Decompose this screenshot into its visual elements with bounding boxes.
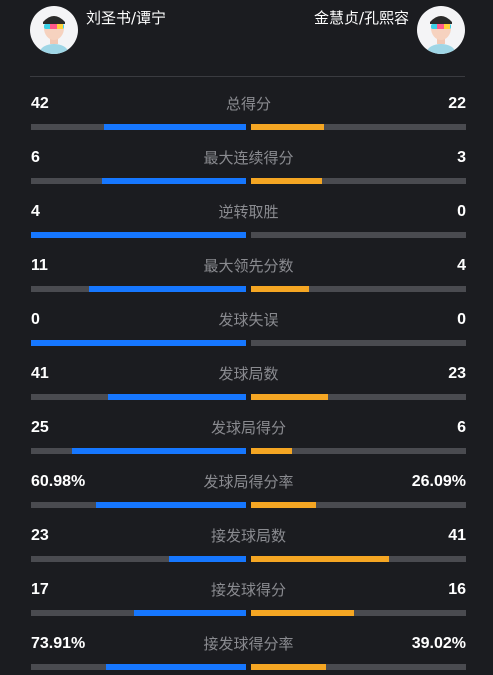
left-bar-fill bbox=[31, 340, 246, 346]
left-player[interactable]: 刘圣书/谭宁 bbox=[30, 6, 166, 54]
right-value: 4 bbox=[457, 257, 466, 274]
right-bar-track bbox=[251, 286, 466, 292]
left-value: 73.91% bbox=[31, 635, 86, 652]
left-player-name: 刘圣书/谭宁 bbox=[86, 9, 167, 27]
right-bar-track bbox=[251, 610, 466, 616]
right-bar-fill bbox=[251, 664, 327, 670]
stat-label: 发球局得分 bbox=[210, 419, 286, 437]
player-avatar-icon bbox=[30, 6, 78, 54]
right-bar-track bbox=[251, 502, 466, 508]
right-bar-fill bbox=[251, 610, 355, 616]
left-value: 25 bbox=[31, 419, 49, 436]
left-value: 11 bbox=[31, 257, 48, 274]
left-bar-track bbox=[31, 178, 246, 184]
right-bar-fill bbox=[251, 124, 325, 130]
right-bar-track bbox=[251, 340, 466, 346]
right-bar-track bbox=[251, 664, 466, 670]
right-value: 41 bbox=[448, 527, 466, 544]
left-value: 17 bbox=[31, 581, 49, 598]
left-value: 4 bbox=[31, 203, 40, 220]
left-bar-track bbox=[31, 664, 246, 670]
stat-label: 总得分 bbox=[225, 95, 271, 113]
stat-label: 最大领先分数 bbox=[203, 257, 294, 275]
stat-row: 60.98% 发球局得分率 26.09% bbox=[31, 466, 466, 520]
players-header: 刘圣书/谭宁 金慧贞/孔熙容 bbox=[30, 0, 465, 77]
right-value: 22 bbox=[448, 95, 466, 112]
left-value: 60.98% bbox=[31, 473, 86, 490]
left-value: 6 bbox=[31, 149, 40, 166]
right-value: 26.09% bbox=[411, 473, 466, 490]
stat-row: 23 接发球局数 41 bbox=[31, 520, 466, 574]
left-bar-fill bbox=[71, 448, 246, 454]
left-bar-track bbox=[31, 340, 246, 346]
stat-label: 发球局得分率 bbox=[203, 473, 294, 491]
right-bar-fill bbox=[251, 556, 389, 562]
stat-row: 42 总得分 22 bbox=[31, 88, 466, 142]
right-bar-fill bbox=[251, 286, 310, 292]
right-bar-fill bbox=[251, 394, 329, 400]
left-bar-track bbox=[31, 232, 246, 238]
right-bar-fill bbox=[251, 502, 316, 508]
right-value: 23 bbox=[448, 365, 466, 382]
stat-row: 11 最大领先分数 4 bbox=[31, 250, 466, 304]
right-value: 3 bbox=[457, 149, 466, 166]
left-bar-fill bbox=[106, 664, 246, 670]
right-value: 39.02% bbox=[411, 635, 466, 652]
stat-label: 接发球得分率 bbox=[203, 635, 294, 653]
stat-row: 73.91% 接发球得分率 39.02% bbox=[31, 628, 466, 675]
left-bar-fill bbox=[31, 232, 246, 238]
stats-list: 42 总得分 22 6 最大连续得分 3 4 bbox=[31, 88, 466, 675]
right-bar-track bbox=[251, 232, 466, 238]
stat-row: 4 逆转取胜 0 bbox=[31, 196, 466, 250]
stat-label: 最大连续得分 bbox=[203, 149, 294, 167]
right-bar-track bbox=[251, 448, 466, 454]
stat-label: 逆转取胜 bbox=[218, 203, 279, 221]
right-value: 16 bbox=[448, 581, 466, 598]
left-value: 0 bbox=[31, 311, 40, 328]
stat-row: 41 发球局数 23 bbox=[31, 358, 466, 412]
right-bar-track bbox=[251, 124, 466, 130]
left-value: 42 bbox=[31, 95, 49, 112]
stat-row: 25 发球局得分 6 bbox=[31, 412, 466, 466]
right-bar-track bbox=[251, 178, 466, 184]
left-bar-track bbox=[31, 556, 246, 562]
stat-label: 发球失误 bbox=[218, 311, 279, 329]
left-bar-track bbox=[31, 394, 246, 400]
stat-label: 接发球得分 bbox=[210, 581, 286, 599]
stat-row: 0 发球失误 0 bbox=[31, 304, 466, 358]
right-bar-fill bbox=[251, 448, 292, 454]
left-bar-track bbox=[31, 502, 246, 508]
left-bar-fill bbox=[101, 178, 246, 184]
left-bar-fill bbox=[95, 502, 246, 508]
stat-row: 17 接发球得分 16 bbox=[31, 574, 466, 628]
right-value: 6 bbox=[457, 419, 466, 436]
left-bar-fill bbox=[104, 124, 246, 130]
right-player[interactable]: 金慧贞/孔熙容 bbox=[314, 6, 465, 54]
left-bar-fill bbox=[134, 610, 246, 616]
right-value: 0 bbox=[457, 203, 466, 220]
right-bar-track bbox=[251, 556, 466, 562]
player-avatar-icon bbox=[417, 6, 465, 54]
right-value: 0 bbox=[457, 311, 466, 328]
left-bar-fill bbox=[168, 556, 246, 562]
left-bar-fill bbox=[108, 394, 246, 400]
left-value: 23 bbox=[31, 527, 49, 544]
left-bar-fill bbox=[89, 286, 246, 292]
right-bar-track bbox=[251, 394, 466, 400]
right-bar-fill bbox=[251, 178, 322, 184]
left-bar-track bbox=[31, 610, 246, 616]
left-value: 41 bbox=[31, 365, 49, 382]
left-bar-track bbox=[31, 286, 246, 292]
stat-label: 接发球局数 bbox=[210, 527, 286, 545]
right-player-name: 金慧贞/孔熙容 bbox=[313, 9, 409, 27]
left-bar-track bbox=[31, 124, 246, 130]
stat-row: 6 最大连续得分 3 bbox=[31, 142, 466, 196]
stat-label: 发球局数 bbox=[218, 365, 279, 383]
left-bar-track bbox=[31, 448, 246, 454]
